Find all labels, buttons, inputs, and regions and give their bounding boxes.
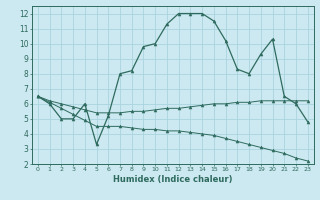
X-axis label: Humidex (Indice chaleur): Humidex (Indice chaleur) bbox=[113, 175, 233, 184]
